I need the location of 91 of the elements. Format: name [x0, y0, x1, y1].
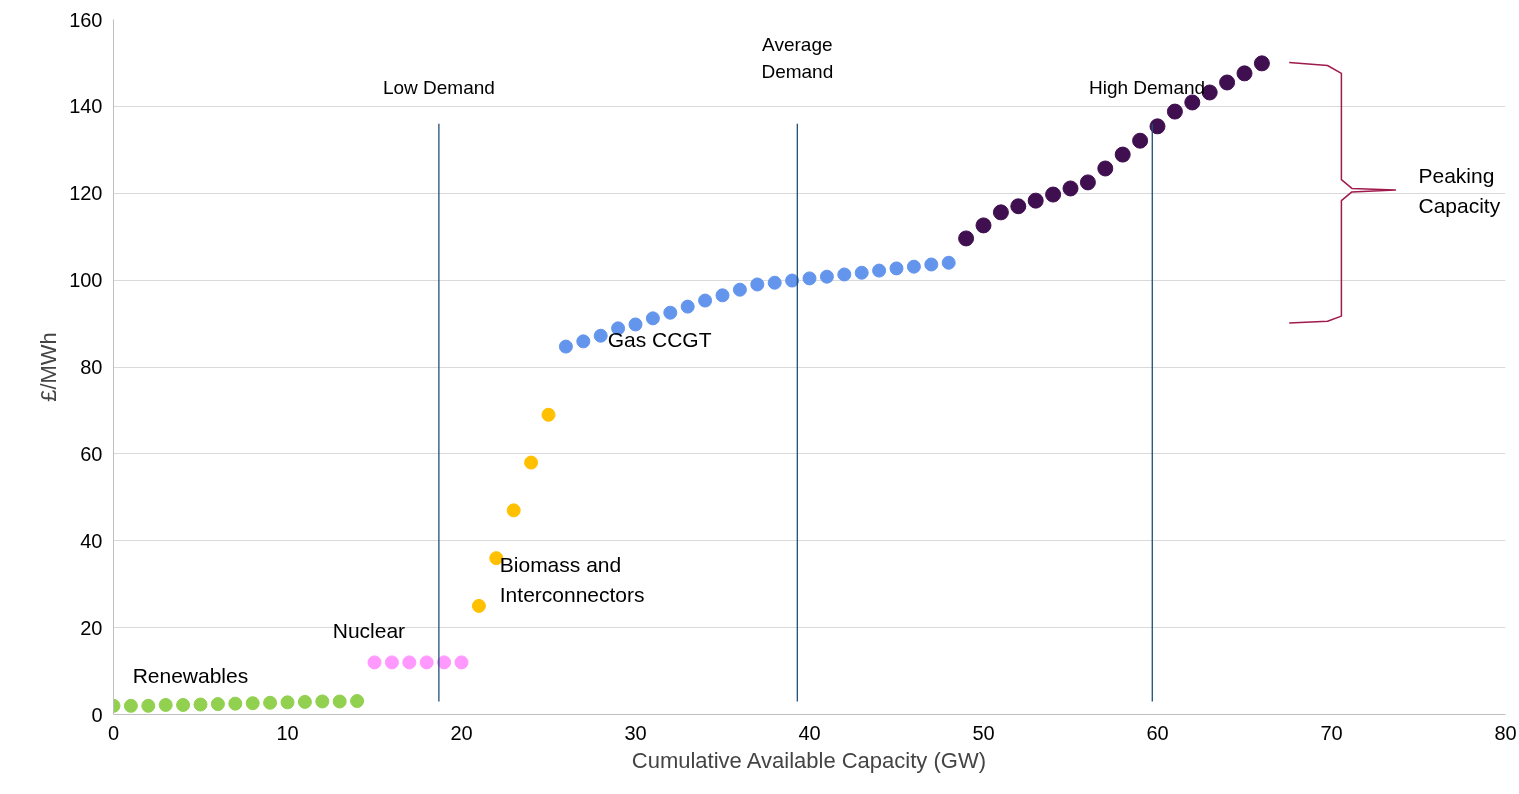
point	[975, 217, 992, 234]
annotation: Peaking Capacity	[1418, 164, 1501, 218]
point	[332, 694, 347, 709]
point	[419, 655, 434, 670]
x-tick-label: 60	[1146, 721, 1169, 744]
x-tick-label: 40	[798, 721, 821, 744]
point	[524, 455, 539, 470]
point	[1062, 180, 1079, 197]
point	[1253, 55, 1270, 72]
point	[767, 275, 782, 290]
point	[924, 257, 939, 272]
point	[1219, 74, 1236, 91]
x-tick-label: 80	[1494, 721, 1517, 744]
point	[1045, 186, 1062, 203]
point	[628, 317, 643, 332]
y-tick-label: 160	[69, 8, 103, 31]
point	[210, 697, 225, 712]
point	[1097, 160, 1114, 177]
point	[1010, 198, 1027, 215]
y-axis-title: £/MWh	[36, 332, 62, 402]
point	[280, 695, 295, 710]
point	[176, 697, 191, 712]
point	[785, 273, 800, 288]
point	[193, 697, 208, 712]
point	[1027, 192, 1044, 209]
y-tick-label: 80	[80, 356, 103, 378]
y-tick-label: 140	[69, 95, 103, 118]
point	[593, 328, 608, 343]
point	[506, 503, 521, 518]
point	[906, 259, 921, 274]
point	[732, 282, 747, 297]
series-label: Biomass and Interconnectors	[499, 553, 645, 607]
point	[315, 694, 330, 709]
ref-line-label: Low Demand	[382, 76, 495, 98]
point	[958, 230, 975, 247]
point	[802, 271, 817, 286]
point	[1149, 118, 1166, 135]
x-tick-label: 10	[276, 721, 299, 744]
point	[889, 261, 904, 276]
point	[123, 698, 138, 713]
point	[228, 696, 243, 711]
y-tick-label: 100	[69, 269, 103, 292]
point	[1166, 103, 1183, 120]
point	[367, 655, 382, 670]
series-label: Gas CCGT	[607, 327, 712, 351]
point	[454, 655, 469, 670]
point	[402, 655, 417, 670]
series-label: Renewables	[132, 663, 249, 687]
point	[471, 598, 486, 613]
point	[1079, 174, 1096, 191]
x-tick-label: 30	[624, 721, 647, 744]
point	[384, 655, 399, 670]
y-tick-label: 120	[69, 182, 103, 205]
point	[576, 334, 591, 349]
point	[558, 339, 573, 354]
point	[854, 265, 869, 280]
y-tick-label: 0	[91, 703, 103, 726]
point	[698, 293, 713, 308]
point	[1132, 132, 1149, 149]
point	[663, 305, 678, 320]
y-tick-label: 20	[80, 616, 103, 639]
point	[872, 263, 887, 278]
y-tick-label: 60	[80, 442, 103, 465]
point	[992, 204, 1009, 221]
point	[158, 697, 173, 712]
point	[263, 695, 278, 710]
x-tick-label: 50	[972, 721, 995, 744]
point	[680, 299, 695, 314]
series-label: Nuclear	[332, 619, 406, 643]
y-tick-label: 40	[80, 529, 103, 552]
point	[245, 696, 260, 711]
x-tick-label: 20	[450, 721, 473, 744]
point	[645, 311, 660, 326]
point	[297, 694, 312, 709]
ref-line-label: Average Demand	[761, 34, 834, 83]
point	[141, 698, 156, 713]
point	[941, 255, 956, 270]
point	[837, 267, 852, 282]
point	[750, 277, 765, 292]
point	[541, 407, 556, 422]
x-axis-title: Cumulative Available Capacity (GW)	[631, 747, 986, 773]
point	[1114, 146, 1131, 163]
ref-line-label: High Demand	[1088, 76, 1206, 98]
point	[1236, 65, 1253, 82]
point	[437, 655, 452, 670]
point	[715, 288, 730, 303]
x-tick-label: 70	[1320, 721, 1343, 744]
point	[819, 269, 834, 284]
point	[350, 694, 365, 709]
x-tick-label: 0	[107, 721, 120, 744]
point	[1184, 94, 1201, 111]
